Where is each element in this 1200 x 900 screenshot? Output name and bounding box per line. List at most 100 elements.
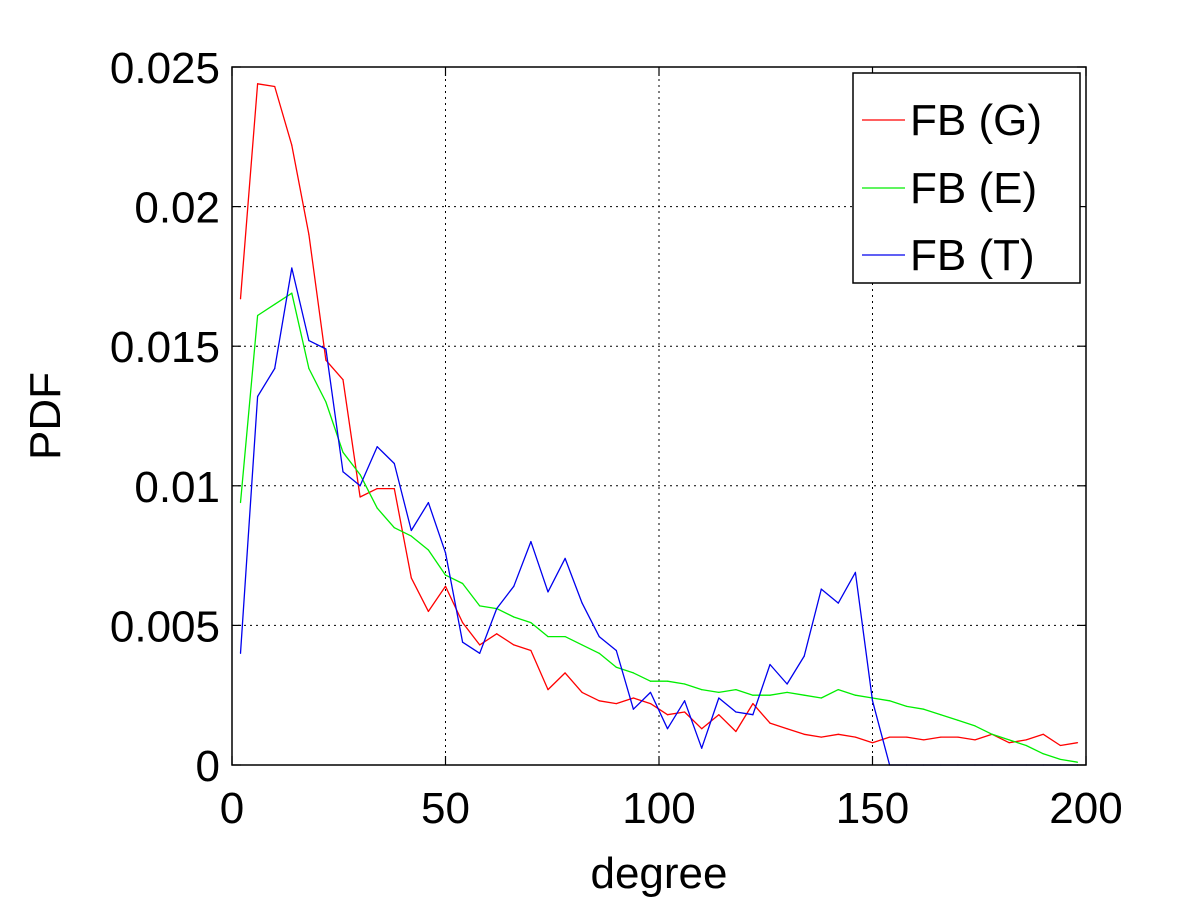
data-point <box>496 608 498 610</box>
legend-label-fb-t: FB (T) <box>910 231 1035 280</box>
data-point <box>803 694 805 696</box>
data-point <box>274 303 276 305</box>
data-point <box>1042 733 1044 735</box>
data-point <box>649 691 652 694</box>
data-point <box>564 635 566 638</box>
data-point <box>479 644 481 646</box>
data-point <box>752 702 754 705</box>
data-point <box>444 574 447 576</box>
data-point <box>718 714 720 716</box>
data-point <box>444 552 447 554</box>
data-point <box>1025 744 1027 747</box>
data-point <box>342 471 344 473</box>
y-tick-label: 0.005 <box>110 602 220 651</box>
data-point <box>257 83 259 85</box>
data-point <box>427 501 430 504</box>
data-point <box>684 700 686 702</box>
data-point <box>837 602 839 604</box>
data-point <box>906 705 908 707</box>
data-point <box>888 736 891 738</box>
data-point <box>291 267 293 269</box>
data-point <box>308 340 310 342</box>
data-point <box>786 683 788 685</box>
y-tick-label: 0.015 <box>110 323 220 372</box>
data-point <box>820 588 822 590</box>
x-axis-title: degree <box>590 849 727 898</box>
data-point <box>239 652 242 654</box>
data-point <box>291 292 293 294</box>
data-point <box>752 714 754 716</box>
data-point <box>718 691 720 694</box>
grid-lines <box>232 67 1086 765</box>
data-point <box>461 622 464 624</box>
data-point <box>325 348 327 350</box>
data-point <box>376 446 378 448</box>
data-point <box>1025 739 1027 741</box>
data-point <box>496 633 498 635</box>
legend-box <box>852 72 1081 284</box>
y-tick-labels: 0 0.005 0.01 0.015 0.02 0.025 <box>110 44 220 791</box>
data-point <box>410 529 412 532</box>
x-tick-label: 100 <box>622 784 695 833</box>
data-point <box>257 314 259 317</box>
data-point <box>957 719 959 721</box>
data-point <box>940 714 942 716</box>
data-point <box>769 663 771 666</box>
data-point <box>649 702 652 705</box>
series-1-group <box>239 292 1079 763</box>
data-point <box>786 691 788 694</box>
x-tick-label: 200 <box>1049 784 1122 833</box>
data-point <box>991 733 993 735</box>
series-line-fb-e- <box>239 292 1078 763</box>
data-point <box>239 298 242 300</box>
data-point <box>1008 739 1010 741</box>
data-point <box>376 507 378 509</box>
axis-ticks <box>231 66 1087 766</box>
data-point <box>308 233 310 236</box>
data-point <box>359 485 361 487</box>
data-point <box>854 694 857 696</box>
data-point <box>735 689 737 691</box>
data-point <box>257 395 259 398</box>
data-point <box>1076 742 1079 744</box>
data-point <box>479 605 481 607</box>
data-point <box>564 557 566 559</box>
series-lines <box>239 83 1079 766</box>
data-point <box>427 610 430 613</box>
data-point <box>274 367 276 370</box>
data-point <box>735 711 737 713</box>
data-point <box>393 462 395 465</box>
data-point <box>752 694 754 696</box>
data-point <box>461 641 464 643</box>
y-tick-label: 0.025 <box>110 44 220 93</box>
data-point <box>854 571 857 573</box>
data-point <box>239 501 242 504</box>
data-point <box>701 747 703 749</box>
data-point <box>410 577 412 579</box>
data-point <box>393 527 395 529</box>
x-tick-labels: 0 50 100 150 200 <box>220 784 1123 833</box>
data-point <box>530 541 532 543</box>
data-point <box>513 644 515 646</box>
data-point <box>871 742 874 744</box>
data-point <box>666 714 669 716</box>
data-point <box>854 736 857 738</box>
x-tick-label: 50 <box>421 784 470 833</box>
x-tick-label: 150 <box>836 784 909 833</box>
data-point <box>701 728 703 730</box>
data-point <box>718 697 720 699</box>
data-point <box>513 585 515 587</box>
data-point <box>940 736 942 738</box>
data-point <box>974 725 976 727</box>
data-point <box>820 736 822 738</box>
legend: FB (G) FB (E) FB (T) <box>852 72 1081 284</box>
data-point <box>666 728 669 730</box>
data-point <box>564 672 566 674</box>
data-point <box>666 680 669 682</box>
data-point <box>581 644 583 646</box>
data-point <box>837 733 839 735</box>
y-tick-label: 0.02 <box>134 184 220 233</box>
data-point <box>684 711 686 713</box>
data-point <box>581 691 583 694</box>
